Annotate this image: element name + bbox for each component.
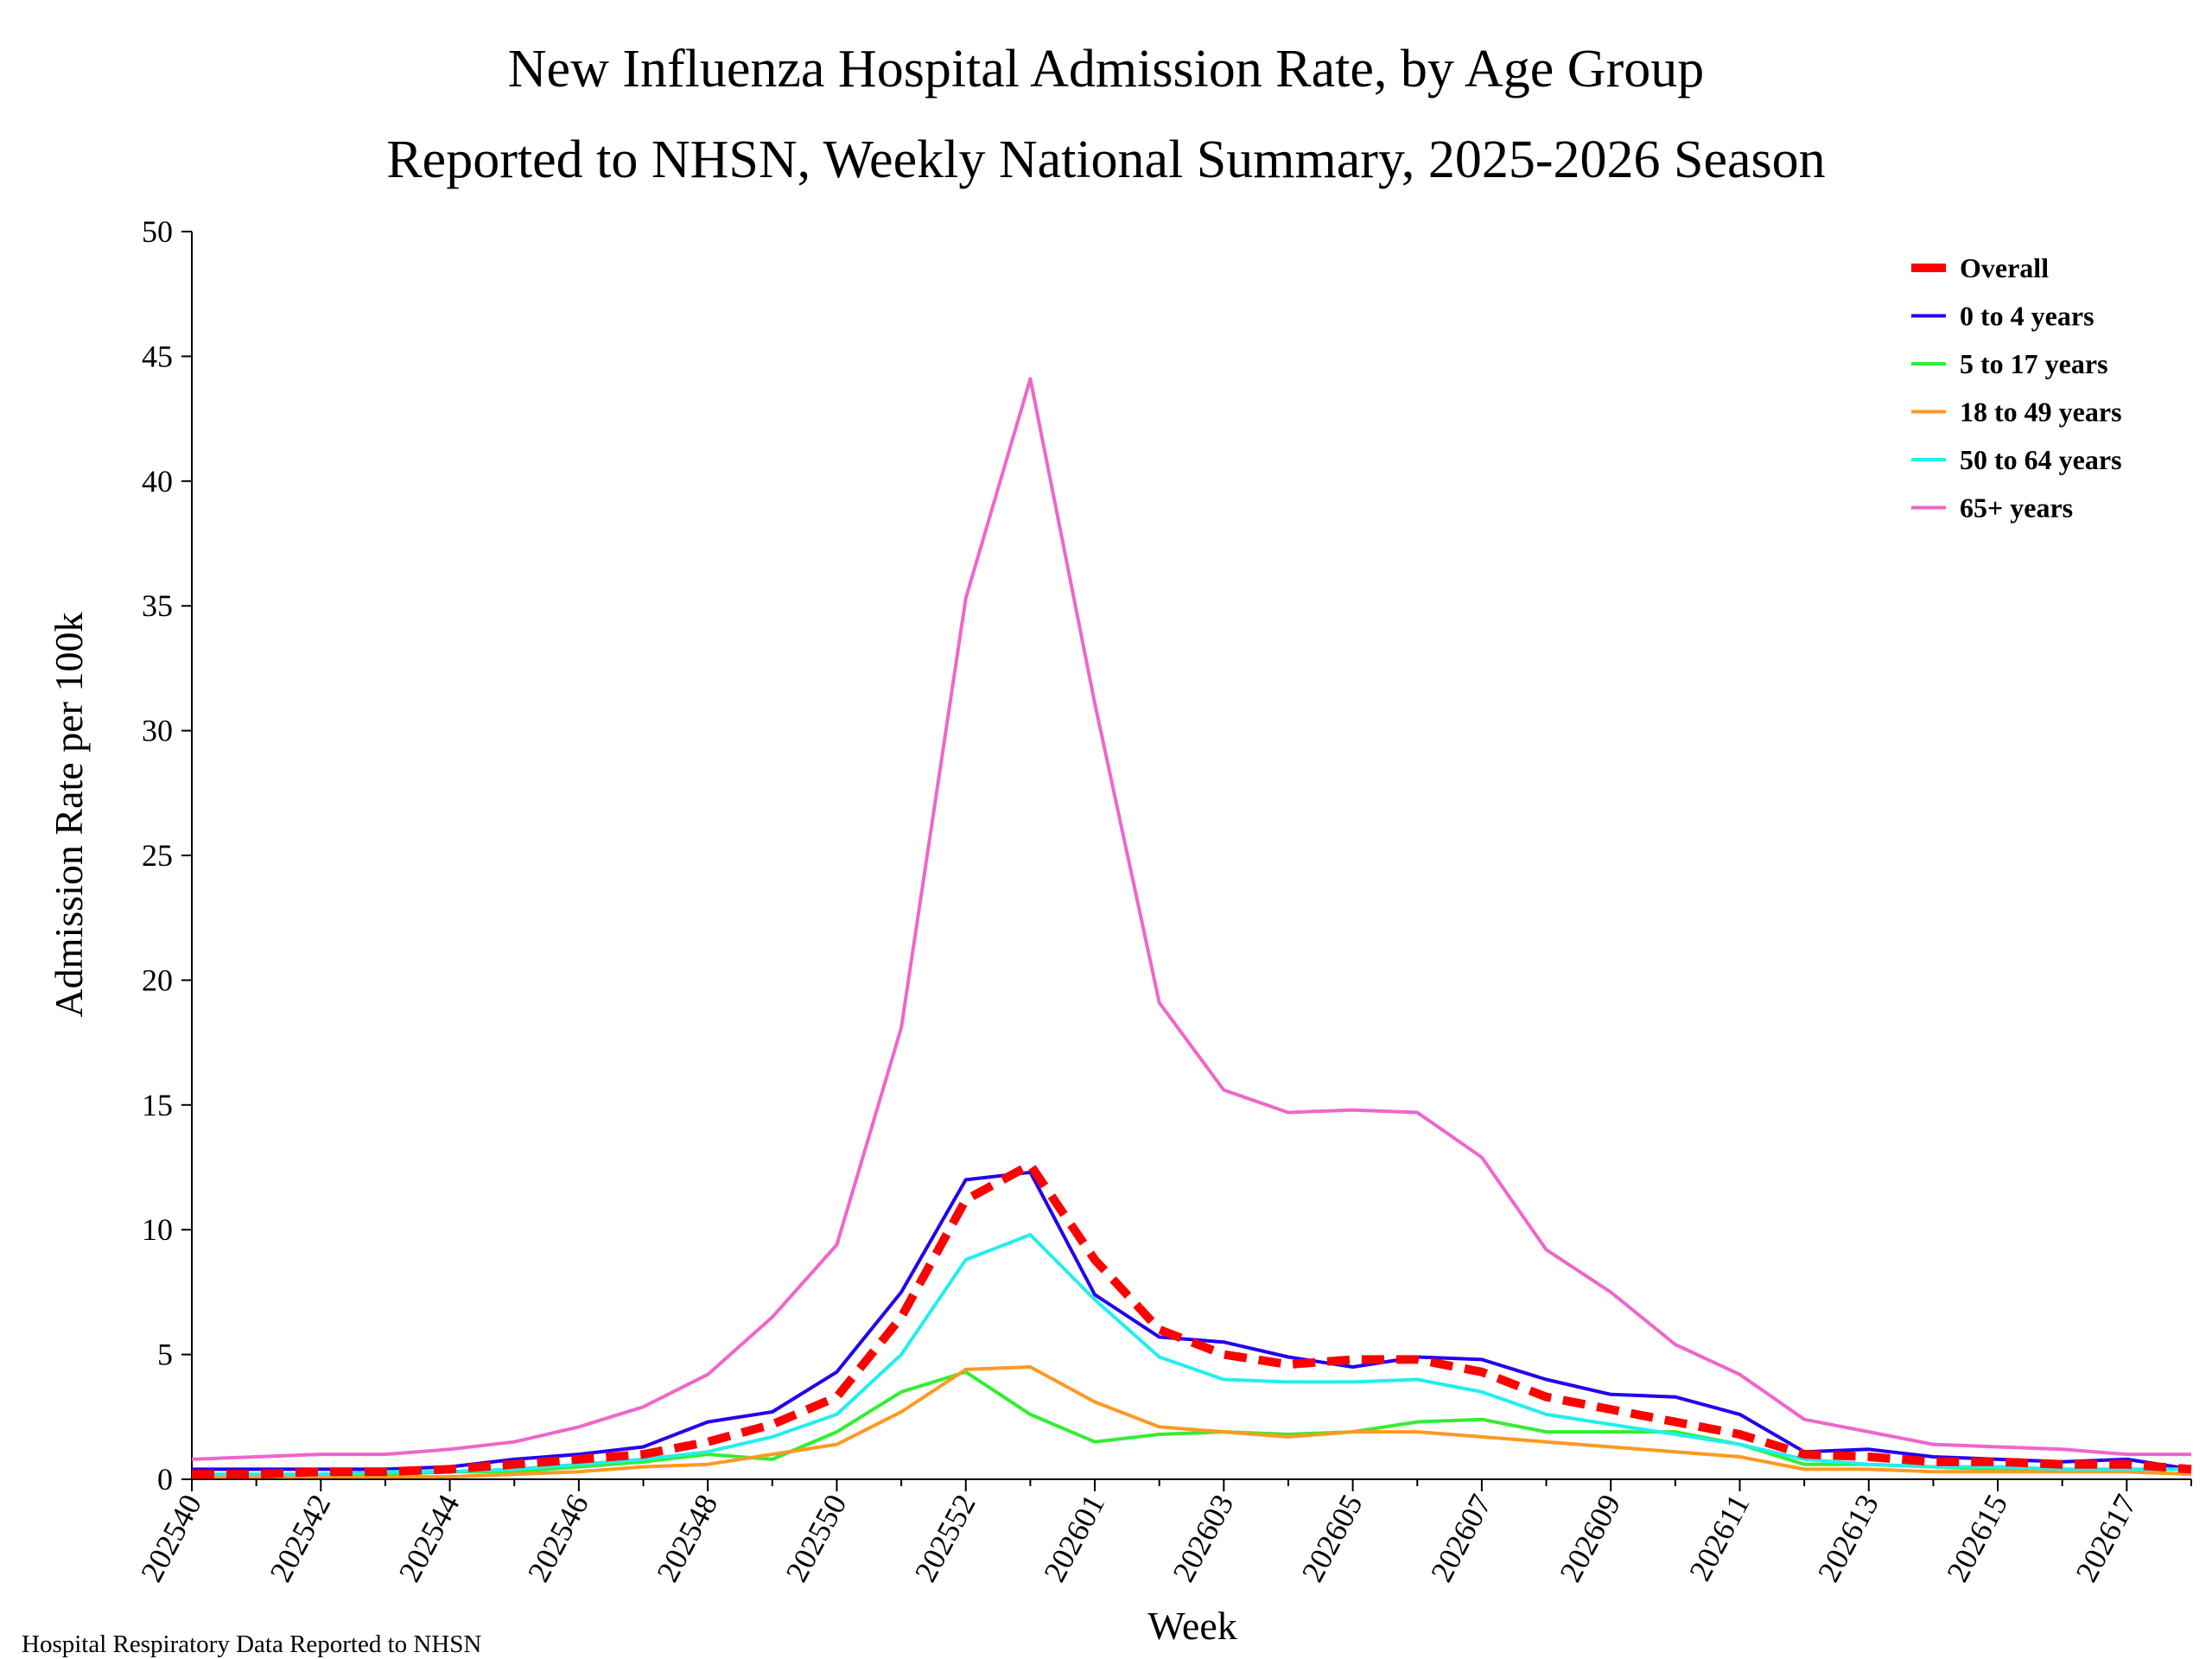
y-axis: 0 5 10 15 20 25 30 35 40 45 50 bbox=[142, 214, 193, 1497]
chart-subtitle: Reported to NHSN, Weekly National Summar… bbox=[386, 130, 1825, 189]
y-tick-label: 15 bbox=[142, 1088, 173, 1122]
y-tick-label: 0 bbox=[157, 1462, 173, 1497]
series-lines bbox=[191, 377, 2192, 1479]
legend-label: 5 to 17 years bbox=[1960, 348, 2108, 379]
y-tick-label: 40 bbox=[142, 464, 173, 499]
y-tick-label: 5 bbox=[157, 1338, 173, 1372]
legend-label: 18 to 49 years bbox=[1960, 397, 2122, 428]
legend-label: Overall bbox=[1960, 252, 2049, 283]
y-tick-label: 35 bbox=[142, 588, 173, 623]
footnote: Hospital Respiratory Data Reported to NH… bbox=[22, 1630, 481, 1658]
chart-title: New Influenza Hospital Admission Rate, b… bbox=[508, 40, 1704, 99]
y-tick-label: 30 bbox=[142, 714, 173, 748]
series-line-50-to-64-years bbox=[192, 1233, 2191, 1477]
series-line-65plus-years bbox=[191, 377, 2191, 1461]
y-tick-label: 10 bbox=[142, 1212, 173, 1247]
legend: Overall 0 to 4 years 5 to 17 years 18 to 49… bbox=[1911, 252, 2122, 524]
y-tick-label: 20 bbox=[142, 963, 173, 997]
series-line-18-to-49-years bbox=[192, 1365, 2192, 1479]
legend-label: 65+ years bbox=[1960, 493, 2073, 524]
y-tick-label: 45 bbox=[142, 339, 173, 373]
y-tick-label: 25 bbox=[142, 838, 173, 873]
x-axis-title: Week bbox=[1147, 1604, 1237, 1648]
series-line-0-to-4-years bbox=[192, 1170, 2192, 1471]
y-tick-label: 50 bbox=[142, 214, 173, 249]
y-axis-title: Admission Rate per 100k bbox=[47, 613, 91, 1018]
legend-label: 0 to 4 years bbox=[1960, 301, 2094, 332]
legend-label: 50 to 64 years bbox=[1960, 444, 2122, 475]
